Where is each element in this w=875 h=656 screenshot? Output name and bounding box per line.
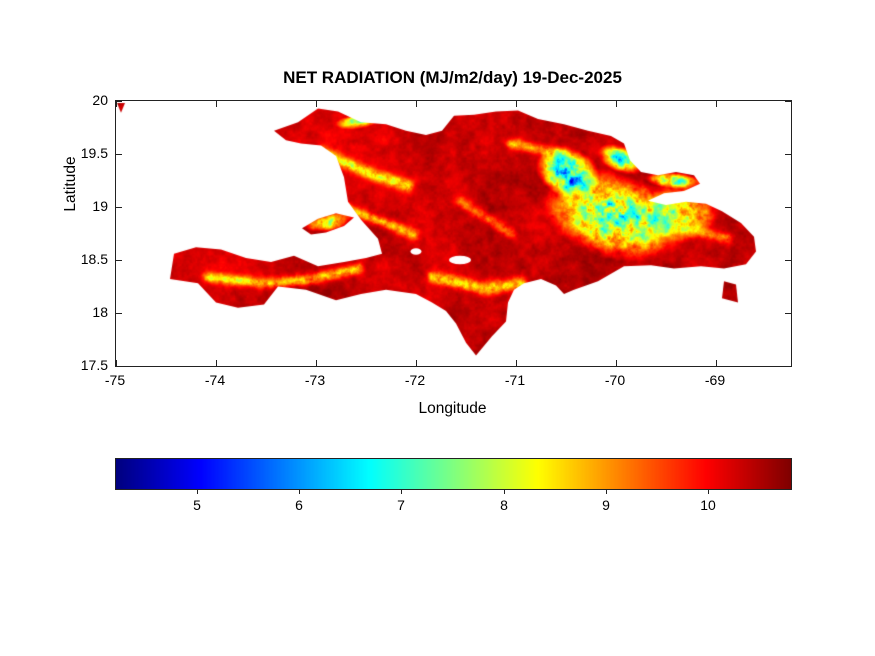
tick-mark: [716, 360, 717, 366]
tick-mark: [516, 360, 517, 366]
colorbar-tick-label: 8: [500, 497, 508, 513]
tick-mark: [116, 360, 117, 366]
x-tick-label: -71: [504, 372, 526, 388]
x-tick-label: -75: [104, 372, 126, 388]
x-tick-label: -69: [704, 372, 726, 388]
colorbar-tick-label: 7: [397, 497, 405, 513]
heatmap-canvas: [116, 101, 791, 366]
plot-title: NET RADIATION (MJ/m2/day) 19-Dec-2025: [283, 68, 622, 87]
y-tick-label: 19: [92, 198, 108, 214]
tick-mark: [785, 260, 791, 261]
x-axis-label: Longitude: [418, 400, 487, 417]
colorbar-tick-mark: [197, 490, 198, 494]
x-tick-label: -73: [304, 372, 326, 388]
tick-mark: [616, 360, 617, 366]
colorbar-tick-label: 9: [602, 497, 610, 513]
tick-mark: [785, 207, 791, 208]
tick-mark: [116, 260, 122, 261]
x-tick-label: -74: [204, 372, 226, 388]
colorbar-tick-label: 10: [700, 497, 716, 513]
y-tick-label: 20: [92, 92, 108, 108]
tick-mark: [785, 154, 791, 155]
tick-mark: [785, 366, 791, 367]
tick-mark: [116, 154, 122, 155]
colorbar-tick-mark: [299, 490, 300, 494]
colorbar-tick-mark: [504, 490, 505, 494]
map-plot-area: [115, 100, 792, 367]
tick-mark: [216, 101, 217, 107]
y-axis-label: Latitude: [62, 156, 79, 212]
tick-mark: [116, 101, 122, 102]
tick-mark: [116, 366, 122, 367]
x-tick-label: -72: [404, 372, 426, 388]
tick-mark: [516, 101, 517, 107]
y-tick-label: 18: [92, 304, 108, 320]
colorbar-gradient: [116, 459, 791, 489]
colorbar-tick-label: 5: [193, 497, 201, 513]
y-tick-label: 19.5: [80, 145, 108, 161]
tick-mark: [316, 101, 317, 107]
tick-mark: [716, 101, 717, 107]
tick-mark: [616, 101, 617, 107]
tick-mark: [785, 101, 791, 102]
y-tick-label: 17.5: [80, 357, 108, 373]
colorbar: [115, 458, 792, 490]
tick-mark: [785, 313, 791, 314]
tick-mark: [216, 360, 217, 366]
tick-mark: [116, 313, 122, 314]
colorbar-tick-mark: [401, 490, 402, 494]
y-tick-label: 18.5: [80, 251, 108, 267]
tick-mark: [116, 101, 117, 107]
tick-mark: [116, 207, 122, 208]
tick-mark: [316, 360, 317, 366]
tick-mark: [416, 360, 417, 366]
colorbar-tick-label: 6: [295, 497, 303, 513]
colorbar-tick-mark: [606, 490, 607, 494]
x-tick-label: -70: [604, 372, 626, 388]
colorbar-tick-mark: [708, 490, 709, 494]
tick-mark: [416, 101, 417, 107]
